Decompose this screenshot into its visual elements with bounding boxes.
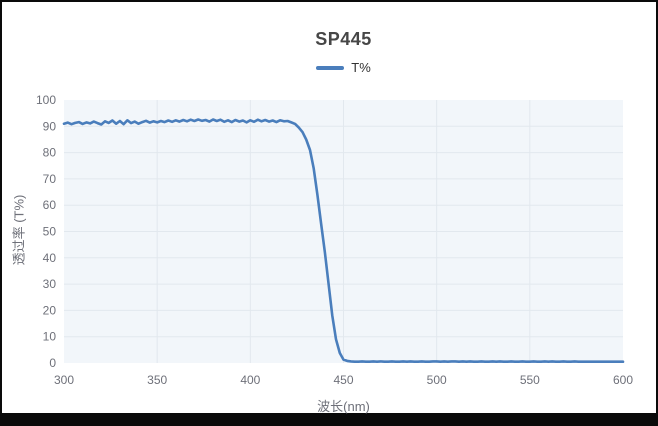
y-tick-label: 100 xyxy=(36,93,56,107)
y-tick-label: 10 xyxy=(43,330,57,344)
y-tick-label: 60 xyxy=(43,198,57,212)
series-line xyxy=(62,118,625,364)
chart-container: 0 10 20 30 40 50 60 70 80 90 100 300 350 400 450 500 550… xyxy=(2,2,656,414)
y-tick-label: 50 xyxy=(43,225,57,239)
legend-label: T% xyxy=(351,60,371,75)
x-tick-label: 400 xyxy=(240,373,260,387)
y-tick-label: 90 xyxy=(43,119,57,133)
legend: T% xyxy=(64,60,623,75)
y-axis-title: 透过率 (T%) xyxy=(11,194,27,266)
chart-title: SP445 xyxy=(315,29,372,49)
legend-line-icon xyxy=(316,65,345,70)
y-tick-label: 30 xyxy=(43,277,57,291)
chart-canvas: 0 10 20 30 40 50 60 70 80 90 100 300 350 400 450 500 550… xyxy=(36,93,633,387)
y-tick-label: 80 xyxy=(43,146,57,160)
x-tick-label: 550 xyxy=(520,373,540,387)
y-tick-label: 40 xyxy=(43,251,57,265)
x-axis-title: 波长(nm) xyxy=(317,399,370,414)
x-tick-label: 500 xyxy=(427,373,447,387)
legend-item-t-percent[interactable]: T% xyxy=(316,60,371,75)
x-tick-label: 350 xyxy=(147,373,167,387)
y-tick-label: 70 xyxy=(43,172,57,186)
y-tick-label: 0 xyxy=(49,356,56,370)
x-tick-label: 600 xyxy=(613,373,633,387)
x-tick-label: 450 xyxy=(333,373,353,387)
y-tick-label: 20 xyxy=(43,303,57,317)
x-tick-label: 300 xyxy=(54,373,74,387)
